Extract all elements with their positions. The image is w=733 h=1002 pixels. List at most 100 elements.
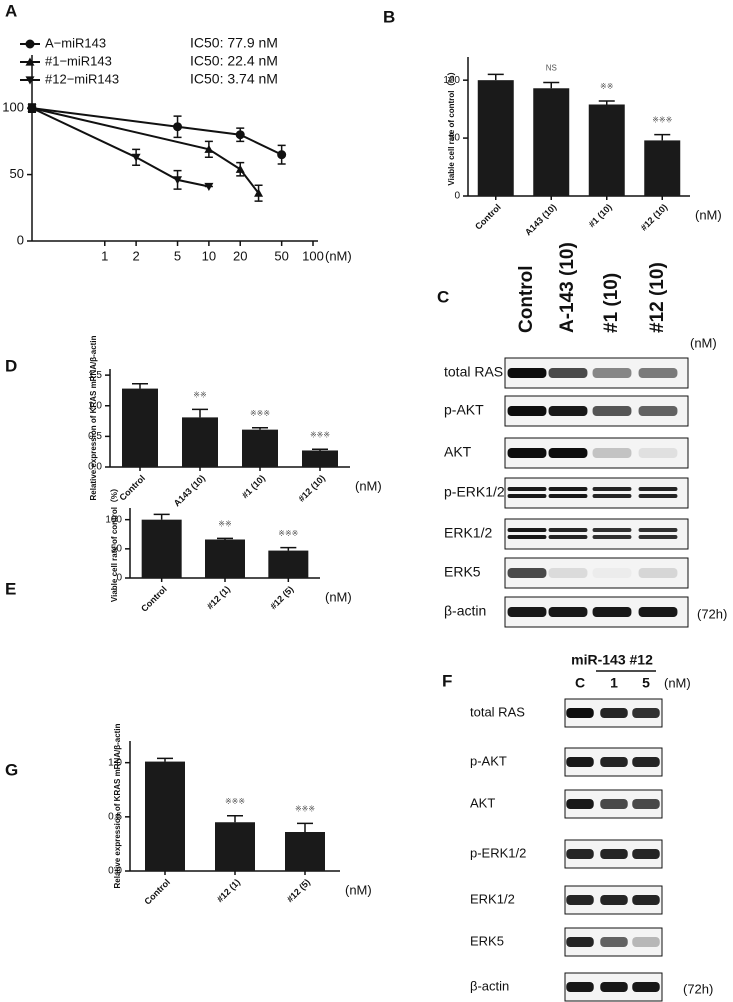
blot-band	[600, 708, 628, 718]
error-bar	[312, 448, 328, 451]
y-tick-label: 50	[449, 133, 461, 144]
significance-label: ※※※	[310, 430, 330, 439]
unit-label: (nM)	[664, 675, 691, 690]
series-line	[31, 107, 260, 194]
significance-label: NS	[546, 64, 557, 73]
x-tick-label: 10	[202, 248, 216, 263]
error-bar	[132, 382, 148, 389]
error-bar	[157, 757, 173, 762]
blot-band	[507, 487, 547, 491]
y-tick-label: 50	[111, 543, 123, 554]
blot-band	[566, 895, 594, 905]
row-label: AKT	[470, 795, 495, 810]
y-tick-label: 0.0	[88, 462, 102, 473]
blot-band	[638, 607, 678, 617]
blot-band	[592, 448, 632, 458]
y-axis-label: Viable cell rate of control（%）	[109, 484, 119, 602]
blot-band	[592, 406, 632, 416]
x-tick-label: Control	[473, 202, 503, 232]
legend-marker	[25, 39, 35, 49]
legend-marker	[25, 76, 35, 85]
x-tick-label: Control	[117, 473, 147, 503]
blot-band	[566, 849, 594, 859]
blot-frame	[504, 518, 689, 550]
x-tick-label: Control	[139, 584, 169, 614]
blot-band	[632, 937, 660, 947]
blot-band	[600, 982, 628, 992]
blot-band	[507, 568, 547, 578]
y-tick-label: 100	[443, 75, 460, 86]
error-bar	[598, 100, 615, 105]
blot-band	[600, 895, 628, 905]
lane-label: 5	[642, 675, 650, 691]
bar	[588, 104, 625, 196]
significance-label: ※※	[218, 519, 231, 528]
row-label: ERK5	[470, 933, 504, 948]
y-tick-label: 0	[17, 232, 24, 247]
blot-band	[548, 535, 588, 539]
blot-band	[548, 528, 588, 532]
blot-band	[566, 757, 594, 767]
error-bar	[654, 133, 671, 141]
panel-letter: G	[5, 760, 18, 779]
blot-band	[600, 799, 628, 809]
blot-band	[592, 368, 632, 378]
blot-band	[507, 448, 547, 458]
x-tick-label: #12 (10)	[296, 473, 327, 504]
blot-band	[507, 406, 547, 416]
error-bar	[280, 546, 297, 551]
row-label: AKT	[444, 444, 472, 460]
x-tick-label: #12 (5)	[285, 877, 312, 904]
blot-band	[632, 757, 660, 767]
blot-band	[592, 487, 632, 491]
bar	[285, 832, 325, 871]
blot-header: miR-143 #12	[571, 652, 653, 668]
blot-band	[638, 368, 678, 378]
significance-label: ※※	[600, 82, 613, 91]
bar	[302, 450, 338, 467]
panel-letter: B	[383, 7, 395, 26]
y-tick-label: 0	[116, 573, 122, 584]
lane-label: Control	[516, 265, 537, 333]
marker	[204, 182, 214, 192]
lane-label: C	[575, 675, 585, 691]
error-bar	[192, 408, 208, 418]
x-tick-label: 2	[132, 248, 139, 263]
blot-band	[548, 448, 588, 458]
y-tick-label: 1.5	[88, 370, 102, 381]
x-tick-label: 50	[274, 248, 288, 263]
blot-band	[548, 368, 588, 378]
y-tick-label: 1.0	[88, 400, 102, 411]
blot-band	[638, 535, 678, 539]
blot-band	[592, 528, 632, 532]
blot-band	[600, 937, 628, 947]
x-tick-label: 20	[233, 248, 247, 263]
bar	[145, 761, 185, 871]
bar	[122, 388, 158, 467]
bar	[644, 140, 681, 196]
significance-label: ※※※	[652, 116, 672, 125]
blot-band	[548, 494, 588, 498]
x-tick-label: 5	[174, 248, 181, 263]
blot-band	[566, 708, 594, 718]
bar	[268, 550, 309, 578]
annotation: IC50: 22.4 nM	[190, 53, 278, 69]
blot-band	[632, 708, 660, 718]
row-label: total RAS	[470, 704, 525, 719]
marker	[204, 144, 214, 153]
lane-label: #1 (10)	[601, 273, 622, 333]
bar	[477, 80, 514, 196]
time-label: (72h)	[697, 606, 727, 621]
row-label: ERK5	[444, 564, 481, 580]
row-label: p-ERK1/2	[444, 484, 505, 500]
blot-band	[566, 799, 594, 809]
marker	[173, 176, 183, 185]
bar	[533, 88, 570, 196]
x-tick-label: #12 (10)	[639, 202, 670, 233]
significance-label: ※※※	[278, 529, 298, 538]
blot-band	[507, 535, 547, 539]
significance-label: ※※※	[295, 804, 315, 813]
row-label: ERK1/2	[444, 525, 492, 541]
legend-label: #1−miR143	[45, 53, 112, 68]
lane-label: A-143 (10)	[557, 242, 578, 333]
